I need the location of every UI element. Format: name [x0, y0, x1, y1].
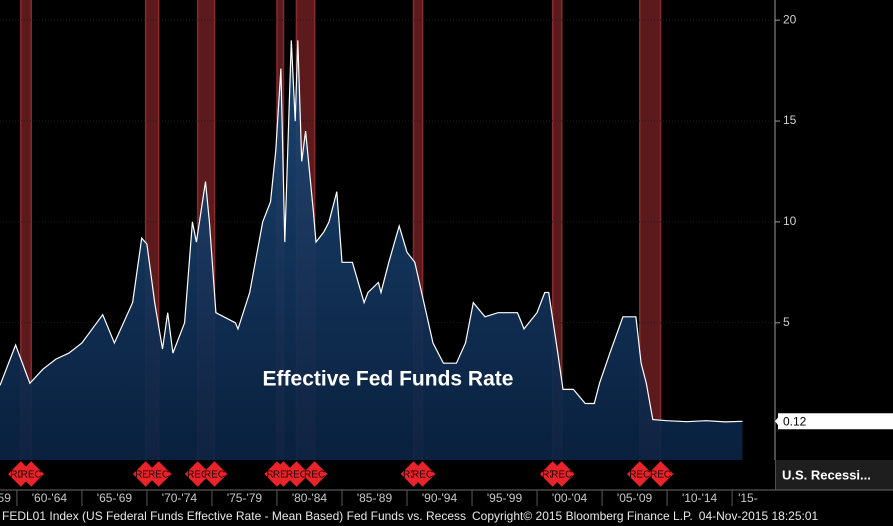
marker-shape — [409, 461, 436, 487]
x-tick-label: '65-'69 — [97, 491, 133, 505]
marker-shape — [301, 461, 328, 487]
marker-label: REC — [650, 470, 671, 481]
footer-timestamp: 04-Nov-2015 18:25:01 — [698, 509, 819, 523]
marker-shape — [145, 461, 172, 487]
recession-marker: REC — [549, 461, 575, 487]
marker-shape — [283, 461, 310, 487]
x-tick-label: '80-'84 — [292, 491, 328, 505]
marker-shape — [627, 461, 653, 487]
recession-marker: REC — [132, 461, 159, 487]
annotation: Effective Fed Funds Rate — [263, 368, 514, 391]
marker-label: REC — [286, 470, 307, 481]
legend-entry: U.S. Recessi... — [782, 467, 871, 482]
x-tick-label: '85-'89 — [357, 491, 393, 505]
marker-label: REC — [148, 470, 169, 481]
marker-shape — [132, 461, 159, 487]
recession-marker: REC — [409, 461, 436, 487]
x-tick-label: '10-'14 — [682, 491, 718, 505]
last-value-box — [778, 413, 893, 430]
recession-marker: REC — [201, 461, 228, 487]
y-tick-label: 5 — [783, 315, 790, 329]
recession-marker: REC — [301, 461, 328, 487]
x-tick-label: '75-'79 — [227, 491, 263, 505]
x-tick-label: '60-'64 — [32, 491, 68, 505]
marker-shape — [18, 461, 44, 487]
marker-shape — [201, 461, 228, 487]
recession-marker: REC — [145, 461, 172, 487]
marker-shape — [647, 461, 674, 487]
marker-label: REC — [551, 470, 572, 481]
marker-label: REC — [21, 470, 42, 481]
recession-marker: REC — [184, 461, 211, 487]
area-fill — [0, 40, 743, 460]
marker-label: REC — [304, 470, 325, 481]
marker-label: REC — [412, 470, 433, 481]
x-tick-label: '95-'99 — [487, 491, 523, 505]
x-tick-label: '90-'94 — [422, 491, 458, 505]
marker-label: REC — [187, 470, 208, 481]
marker-shape — [184, 461, 211, 487]
x-tick-label: '05-'09 — [617, 491, 653, 505]
last-value-pointer — [775, 416, 779, 427]
recession-band — [413, 0, 423, 460]
last-value-label: 0.12 — [783, 414, 807, 428]
marker-label: REC — [135, 470, 156, 481]
x-tick-label: '59 — [0, 491, 11, 505]
recession-marker: REC — [627, 461, 653, 487]
legend-box — [776, 460, 893, 490]
marker-shape — [270, 461, 297, 487]
y-tick-label: 15 — [783, 113, 797, 127]
recession-band — [552, 0, 562, 460]
x-tick-label: '00-'04 — [552, 491, 588, 505]
recession-marker: REC — [647, 461, 674, 487]
y-tick-label: 20 — [783, 12, 797, 26]
recession-marker: REC — [283, 461, 310, 487]
x-tick-label: '15- — [738, 491, 758, 505]
marker-shape — [549, 461, 575, 487]
marker-label: REC — [273, 470, 294, 481]
marker-label: REC — [204, 470, 225, 481]
recession-band — [20, 0, 32, 460]
recession-band — [639, 0, 661, 460]
footer-source: FEDL01 Index (US Federal Funds Effective… — [2, 509, 466, 523]
marker-label: REC — [629, 470, 650, 481]
x-tick-label: '70-'74 — [162, 491, 198, 505]
y-tick-label: 10 — [783, 214, 797, 228]
rate-line — [0, 40, 743, 423]
footer-copyright: Copyright© 2015 Bloomberg Finance L.P. — [472, 509, 693, 523]
footer: FEDL01 Index (US Federal Funds Effective… — [0, 507, 893, 526]
recession-marker: REC — [270, 461, 297, 487]
recession-marker: REC — [18, 461, 44, 487]
